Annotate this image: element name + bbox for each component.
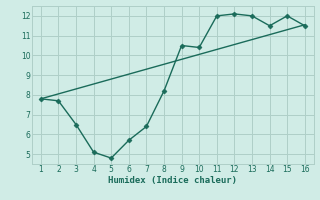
X-axis label: Humidex (Indice chaleur): Humidex (Indice chaleur)	[108, 176, 237, 185]
